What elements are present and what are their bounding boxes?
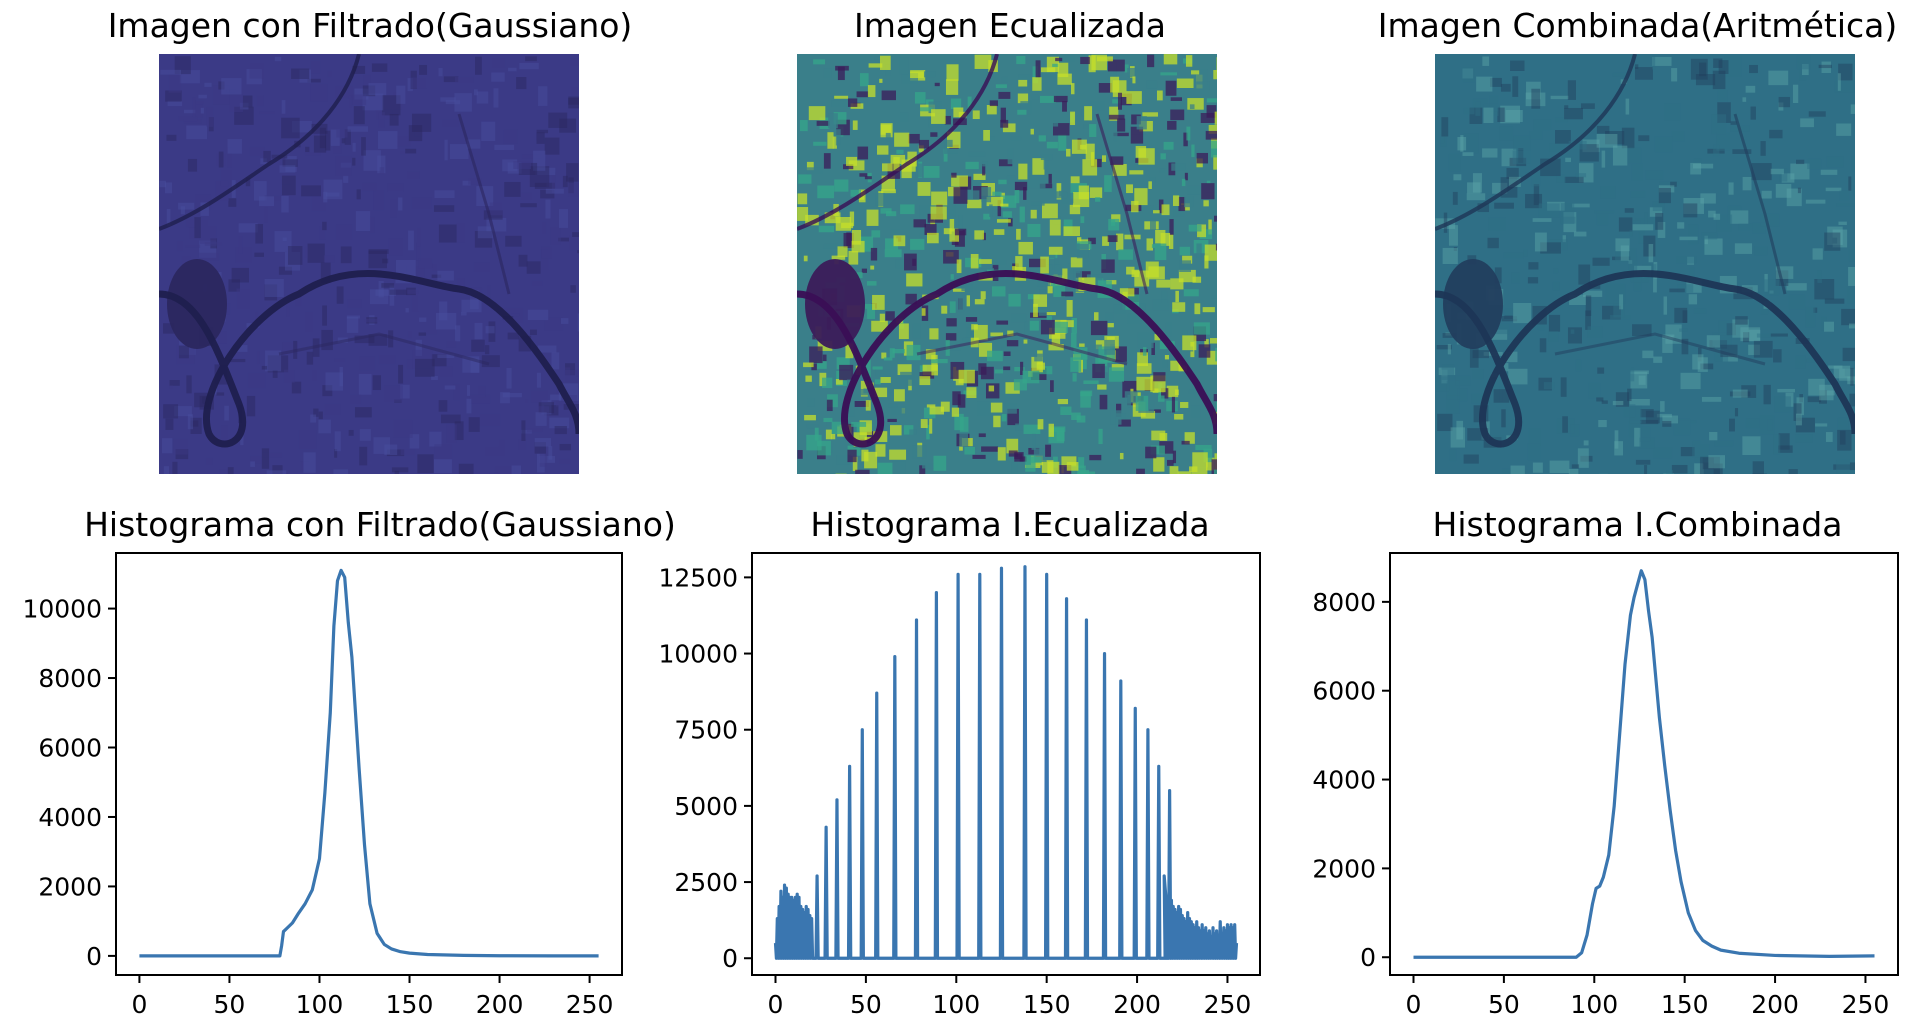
y-tick-label: 6000 xyxy=(38,734,102,763)
x-tick-label: 50 xyxy=(850,990,882,1019)
y-tick-label: 10000 xyxy=(22,595,102,624)
y-tick-label: 2500 xyxy=(674,868,738,897)
chart-title-ecualizada: Histograma I.Ecualizada xyxy=(810,505,1210,544)
chart-title-filtrado: Histograma con Filtrado(Gaussiano) xyxy=(84,505,676,544)
y-tick-label: 0 xyxy=(722,944,738,973)
y-tick-label: 4000 xyxy=(38,803,102,832)
image-title-filtrado: Imagen con Filtrado(Gaussiano) xyxy=(107,6,633,45)
x-tick-label: 200 xyxy=(1113,990,1161,1019)
x-tick-label: 50 xyxy=(1488,990,1520,1019)
y-tick-label: 10000 xyxy=(658,640,738,669)
x-tick-label: 150 xyxy=(386,990,434,1019)
x-tick-label: 50 xyxy=(214,990,246,1019)
y-tick-label: 0 xyxy=(1360,943,1376,972)
plot-frame xyxy=(115,552,623,976)
x-tick-label: 150 xyxy=(1023,990,1071,1019)
plot-frame xyxy=(751,552,1261,976)
y-tick-label: 5000 xyxy=(674,792,738,821)
x-tick-label: 100 xyxy=(1570,990,1618,1019)
x-tick-label: 100 xyxy=(932,990,980,1019)
histogram-line xyxy=(1413,569,1875,959)
y-tick-label: 12500 xyxy=(658,563,738,592)
y-tick-label: 6000 xyxy=(1312,677,1376,706)
image-title-combinada: Imagen Combinada(Aritmética) xyxy=(1377,6,1898,45)
x-tick-label: 250 xyxy=(1842,990,1890,1019)
histogram-chart-0: 0 50 100 150 200 250 0 2000 4000 6000 8000 10000 xyxy=(22,552,623,1019)
histogram-line xyxy=(139,568,599,958)
x-tick-label: 0 xyxy=(131,990,147,1019)
image-filtrado-gaussiano xyxy=(159,54,579,474)
x-tick-label: 150 xyxy=(1661,990,1709,1019)
y-tick-label: 8000 xyxy=(38,664,102,693)
histogram-line xyxy=(773,565,1239,960)
chart-title-combinada: Histograma I.Combinada xyxy=(1432,505,1843,544)
y-tick-label: 0 xyxy=(86,942,102,971)
y-tick-label: 8000 xyxy=(1312,588,1376,617)
image-title-ecualizada: Imagen Ecualizada xyxy=(854,6,1166,45)
x-tick-label: 0 xyxy=(1406,990,1422,1019)
x-tick-label: 250 xyxy=(566,990,614,1019)
y-tick-label: 7500 xyxy=(674,716,738,745)
x-tick-label: 0 xyxy=(768,990,784,1019)
x-tick-label: 100 xyxy=(296,990,344,1019)
image-ecualizada xyxy=(797,54,1217,474)
y-tick-label: 4000 xyxy=(1312,766,1376,795)
histogram-chart-2: 0 50 100 150 200 250 0 2000 4000 6000 8000 xyxy=(1312,552,1899,1019)
y-tick-label: 2000 xyxy=(1312,854,1376,883)
x-tick-label: 200 xyxy=(1751,990,1799,1019)
image-combinada-aritmetica xyxy=(1435,54,1855,474)
x-tick-label: 200 xyxy=(476,990,524,1019)
y-tick-label: 2000 xyxy=(38,872,102,901)
x-tick-label: 250 xyxy=(1204,990,1252,1019)
plot-frame xyxy=(1389,552,1899,976)
